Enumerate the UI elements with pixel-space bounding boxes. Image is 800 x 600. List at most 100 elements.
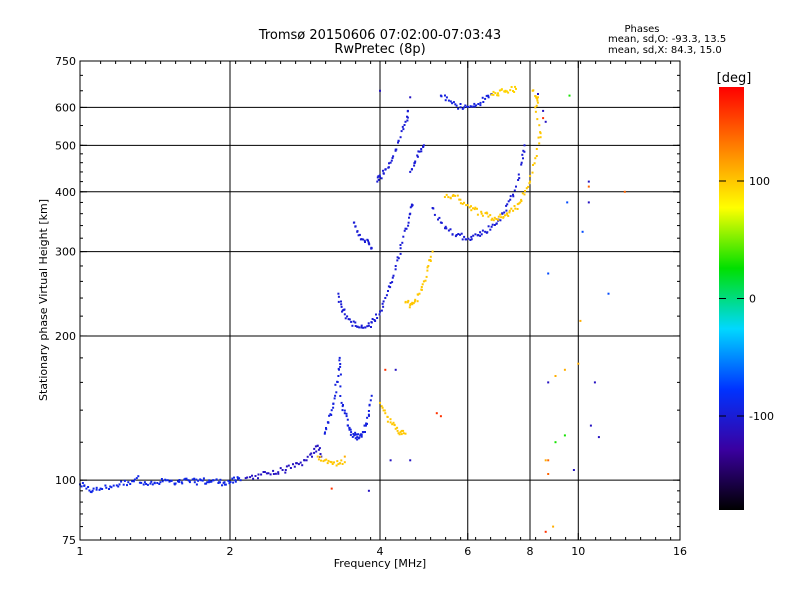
data-point [535,104,538,107]
data-point [459,198,462,201]
data-point [320,459,322,462]
data-point [219,481,221,484]
data-point [413,300,416,303]
data-point [389,418,392,421]
data-point [516,208,519,210]
data-point [475,104,478,107]
data-point [513,205,516,207]
data-point [514,85,516,88]
data-point [395,148,398,151]
data-point [341,310,343,313]
data-point [249,476,252,479]
data-point [414,160,417,163]
data-point [547,272,550,275]
data-point [411,303,414,306]
data-point [299,461,302,464]
data-point [521,192,524,195]
data-point [348,318,351,321]
data-point [382,305,385,308]
data-point [403,124,406,126]
data-point [151,483,154,486]
data-point [481,96,484,99]
data-point [177,480,179,483]
data-point [534,95,537,98]
data-point [368,403,371,406]
data-point [391,423,394,426]
data-point [360,433,363,436]
data-point [330,487,333,490]
data-point [340,305,343,308]
data-point [129,483,132,485]
y-axis-label: Stationary phase Virtual Height [km] [37,199,50,401]
data-point [382,169,384,172]
data-point [465,204,468,207]
data-point [409,302,412,305]
data-point [324,431,326,434]
data-point [267,472,270,475]
data-point [440,95,443,98]
data-point [91,489,94,492]
chart-subtitle: RwPretec (8p) [334,42,425,57]
data-point [542,109,545,112]
data-point [349,428,352,431]
data-point [554,375,557,377]
data-point [525,187,528,190]
data-point [486,212,489,215]
data-point [322,460,325,463]
data-point [397,141,399,144]
data-point [98,488,101,491]
data-point [472,234,475,237]
data-point [416,293,419,296]
data-point [156,482,159,484]
data-point [459,106,462,109]
data-point [384,168,387,171]
data-point [587,180,590,183]
data-point [484,97,487,100]
data-point [343,412,346,415]
data-point [161,480,164,483]
data-point [461,202,464,205]
data-point [455,104,458,107]
data-point [445,193,448,196]
data-point [233,476,235,479]
y-tick-label: 200 [55,330,76,343]
data-point [110,486,113,489]
data-point [238,477,241,480]
x-tick-label: 4 [377,545,384,558]
data-point [351,324,354,327]
data-point [485,94,488,97]
data-point [537,136,540,139]
data-point [237,477,239,480]
data-point [131,480,134,483]
data-point [461,107,464,110]
data-point [228,482,231,485]
data-point [391,157,394,159]
data-point [95,486,98,489]
data-point [445,227,448,230]
data-point [222,481,225,484]
data-point [522,157,524,160]
data-point [354,431,357,434]
data-point [379,310,381,313]
data-point [254,475,257,477]
data-point [466,204,469,207]
data-point [422,280,425,283]
data-point [118,483,121,486]
data-point [474,233,477,236]
data-point [223,483,226,486]
data-point [360,435,363,438]
data-point [115,484,118,487]
data-point [552,525,555,528]
data-point [224,483,227,486]
data-point [205,482,208,485]
data-point [533,162,536,165]
data-point [202,477,205,480]
y-tick-label: 400 [55,186,76,199]
data-point [348,427,351,430]
data-point [517,202,520,205]
data-point [219,478,222,481]
data-point [313,451,316,454]
data-point [212,479,215,482]
data-point [405,227,408,230]
data-point [329,460,332,463]
